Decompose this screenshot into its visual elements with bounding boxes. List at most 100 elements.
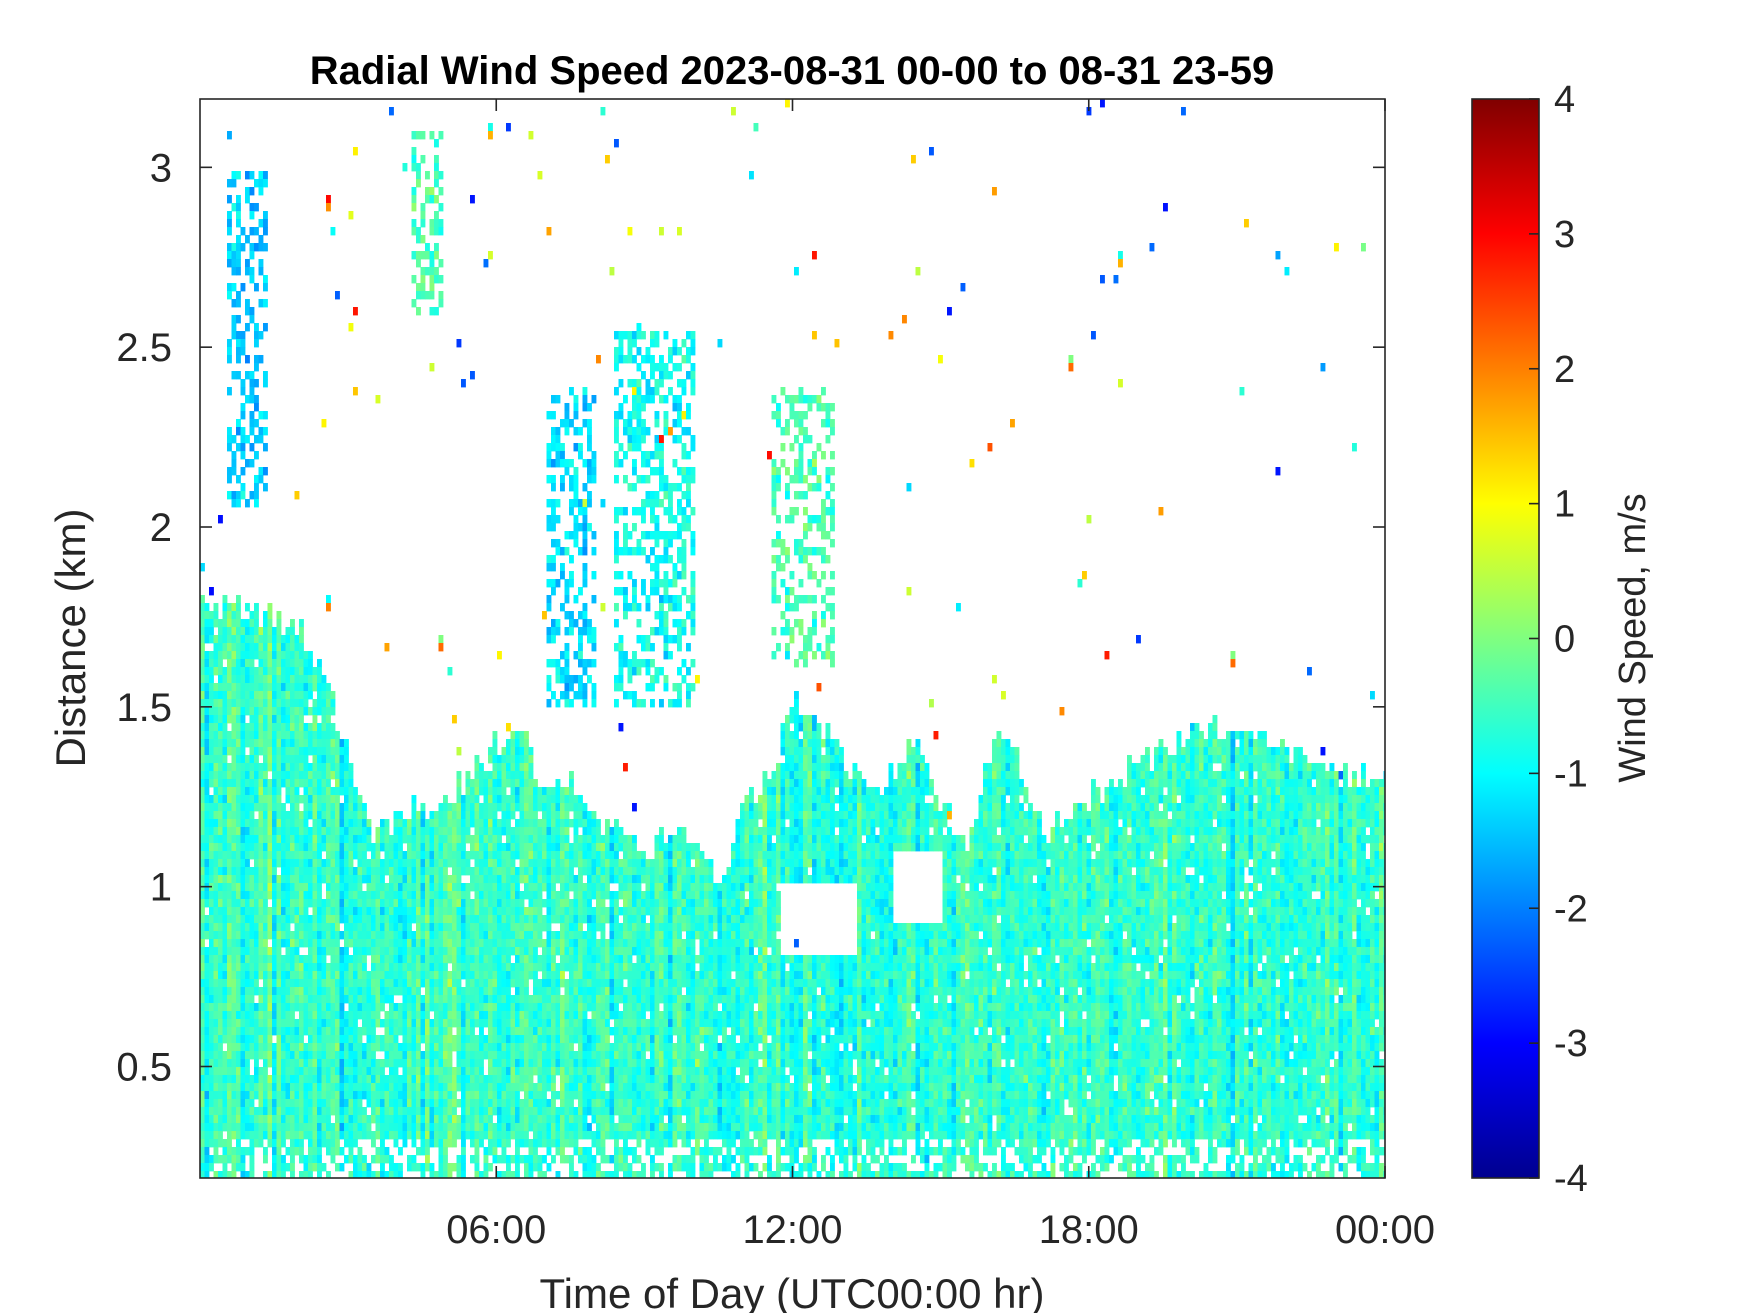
- heatmap-cell: [299, 1035, 304, 1044]
- heatmap-cell: [222, 827, 228, 836]
- heatmap-cell: [321, 955, 327, 964]
- heatmap-cell: [344, 995, 349, 1004]
- heatmap-area: [200, 99, 1385, 1178]
- heatmap-cell: [384, 1155, 390, 1164]
- heatmap-cell: [560, 867, 565, 876]
- heatmap-cell: [258, 643, 264, 652]
- heatmap-cell: [222, 1083, 228, 1092]
- heatmap-cell: [560, 819, 565, 828]
- heatmap-cell: [258, 795, 264, 804]
- heatmap-cell: [299, 883, 304, 892]
- heatmap-cell: [582, 835, 588, 844]
- heatmap-cell: [317, 659, 322, 668]
- heatmap-cell: [560, 1131, 565, 1140]
- heatmap-cell: [515, 1035, 520, 1044]
- heatmap-cell: [551, 1155, 556, 1164]
- heatmap-cell: [227, 1155, 232, 1164]
- heatmap-cell: [258, 683, 264, 692]
- heatmap-cell: [353, 923, 358, 932]
- heatmap-cell: [416, 163, 421, 172]
- heatmap-cell: [236, 867, 241, 876]
- heatmap-cell: [317, 1083, 322, 1092]
- heatmap-cell: [384, 1043, 390, 1052]
- heatmap-cell: [200, 899, 205, 908]
- heatmap-cell: [384, 835, 390, 844]
- heatmap-cell: [335, 747, 340, 756]
- heatmap-cell: [483, 1115, 489, 1124]
- heatmap-cell: [443, 883, 448, 892]
- heatmap-cell: [249, 443, 255, 452]
- heatmap-cell: [204, 1107, 210, 1116]
- heatmap-cell: [321, 787, 327, 796]
- heatmap-cell: [497, 1059, 502, 1068]
- heatmap-cell: [348, 1099, 354, 1108]
- heatmap-cell: [285, 683, 291, 692]
- heatmap-cell: [438, 963, 444, 972]
- heatmap-cell: [578, 683, 583, 692]
- heatmap-cell: [420, 1035, 426, 1044]
- heatmap-cell: [222, 1163, 228, 1172]
- heatmap-cell: [375, 955, 381, 964]
- heatmap-cell: [222, 859, 228, 868]
- heatmap-cell: [528, 843, 534, 852]
- heatmap-cell: [456, 835, 462, 844]
- heatmap-cell: [393, 819, 399, 828]
- heatmap-cell: [573, 963, 579, 972]
- heatmap-cell: [263, 1091, 268, 1100]
- heatmap-cell: [398, 835, 403, 844]
- heatmap-cell: [515, 1155, 520, 1164]
- heatmap-cell: [204, 995, 210, 1004]
- heatmap-cell: [515, 891, 520, 900]
- heatmap-cell: [434, 1107, 439, 1116]
- heatmap-cell: [429, 1091, 435, 1100]
- heatmap-cell: [402, 995, 408, 1004]
- heatmap-cell: [308, 939, 313, 948]
- heatmap-cell: [456, 947, 462, 956]
- heatmap-cell: [236, 819, 241, 828]
- heatmap-cell: [222, 795, 228, 804]
- heatmap-cell: [294, 995, 300, 1004]
- heatmap-cell: [389, 867, 394, 876]
- heatmap-cell: [281, 739, 286, 748]
- heatmap-cell: [501, 907, 507, 916]
- heatmap-cell: [339, 1115, 345, 1124]
- heatmap-cell: [231, 1083, 237, 1092]
- heatmap-cell: [285, 1043, 291, 1052]
- heatmap-cell: [560, 1019, 565, 1028]
- heatmap-cell: [200, 931, 205, 940]
- heatmap-cell: [555, 1107, 561, 1116]
- heatmap-cell: [519, 891, 525, 900]
- heatmap-cell: [366, 867, 372, 876]
- heatmap-cell: [299, 1075, 304, 1084]
- heatmap-cell: [542, 1043, 547, 1052]
- heatmap-cell: [303, 1067, 309, 1076]
- heatmap-cell: [281, 1011, 286, 1020]
- heatmap-cell: [510, 907, 516, 916]
- heatmap-cell: [569, 475, 574, 484]
- heatmap-cell: [348, 771, 354, 780]
- heatmap-cell: [452, 875, 457, 884]
- heatmap-cell: [416, 1131, 421, 1140]
- heatmap-cell: [240, 331, 246, 340]
- heatmap-cell: [263, 971, 268, 980]
- heatmap-cell: [263, 899, 268, 908]
- heatmap-cell: [560, 883, 565, 892]
- heatmap-cell: [249, 227, 255, 236]
- heatmap-cell: [330, 811, 336, 820]
- heatmap-cell: [344, 1155, 349, 1164]
- heatmap-cell: [528, 883, 534, 892]
- heatmap-cell: [335, 907, 340, 916]
- heatmap-cell: [326, 899, 331, 908]
- heatmap-cell: [303, 1059, 309, 1068]
- heatmap-cell: [204, 811, 210, 820]
- heatmap-cell: [524, 867, 529, 876]
- heatmap-cell: [258, 891, 264, 900]
- heatmap-cell: [227, 907, 232, 916]
- heatmap-cell: [546, 1067, 552, 1076]
- heatmap-cell: [366, 1043, 372, 1052]
- heatmap-cell: [267, 699, 273, 708]
- heatmap-cell: [254, 323, 259, 332]
- heatmap-cell: [393, 827, 399, 836]
- heatmap-cell: [528, 955, 534, 964]
- heatmap-cell: [312, 1043, 318, 1052]
